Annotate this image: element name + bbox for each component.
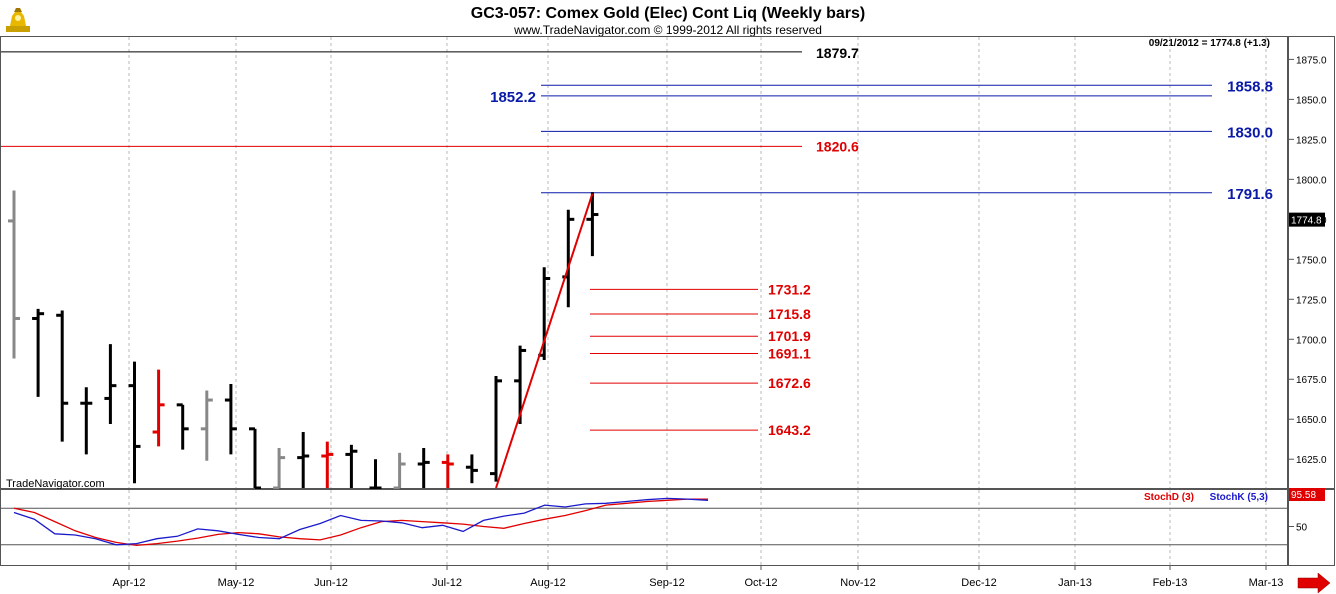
scroll-right-arrow-icon[interactable] (1297, 572, 1331, 594)
x-axis: Apr-12 May-12 Jun-12 Jul-12 Aug-12 Sep-12 Oct-… (112, 565, 1283, 589)
ohlc-bar (586, 192, 599, 257)
x-tick-label: Sep-12 (649, 577, 684, 589)
watermark: TradeNavigator.com (6, 478, 105, 490)
x-tick-label: Dec-12 (961, 577, 996, 589)
ohlc-bar (200, 390, 213, 461)
projection-label: 1852.2 (490, 89, 536, 106)
y-tick-label: 1800.0 (1296, 175, 1327, 186)
stoch-series-line (13, 497, 709, 546)
ohlc-bar (224, 384, 237, 455)
ohlc-bars (8, 190, 599, 490)
y-tick-label: 1675.0 (1296, 375, 1327, 386)
chart-title: GC3-057: Comex Gold (Elec) Cont Liq (Wee… (471, 5, 865, 22)
retracement-label: 1701.9 (768, 328, 811, 344)
resistance-label: 1879.7 (816, 45, 859, 61)
ohlc-bar (297, 432, 310, 488)
ohlc-bar (249, 427, 261, 490)
price-panel: 1625.01650.01675.01700.01725.01750.01775… (0, 36, 1335, 490)
projection-label: 1791.6 (1227, 186, 1273, 203)
stoch-last-box (1289, 488, 1325, 501)
copyright-text: www.TradeNavigator.com © 1999-2012 All r… (513, 23, 822, 37)
x-tick-label: Feb-13 (1153, 577, 1188, 589)
ohlc-bar (8, 190, 20, 359)
x-tick-label: Jan-13 (1058, 577, 1092, 589)
y-tick-label: 1750.0 (1296, 255, 1327, 266)
ohlc-bar (369, 459, 382, 490)
stoch-panel-frame (0, 489, 1288, 566)
y-tick-label: 1725.0 (1296, 295, 1327, 306)
trendline (495, 193, 594, 489)
last-price-box (1289, 212, 1325, 227)
ohlc-bar (562, 209, 575, 308)
y-tick-label: 1700.0 (1296, 335, 1327, 346)
projection-label: 1830.0 (1227, 124, 1273, 141)
ohlc-bar (417, 448, 430, 488)
retracement-label: 1672.6 (768, 375, 811, 391)
retracement-label: 1715.8 (768, 306, 811, 322)
projection-label: 1858.8 (1227, 78, 1273, 95)
x-tick-label: May-12 (218, 577, 255, 589)
y-tick-label: 1625.0 (1296, 455, 1327, 466)
ohlc-bar (56, 310, 69, 442)
ohlc-bar (393, 452, 406, 490)
stoch-grid-vertical (128, 490, 1267, 565)
x-tick-label: Apr-12 (112, 577, 145, 589)
ohlc-bar (345, 444, 358, 488)
trendline-segment (495, 193, 594, 489)
ohlc-bar (321, 441, 334, 488)
legend-stochd: StochD (3) (1144, 492, 1194, 503)
ohlc-bar (441, 454, 454, 488)
y-tick-label: 1850.0 (1296, 95, 1327, 106)
legend-stochk: StochK (5,3) (1210, 492, 1268, 503)
stoch-y-tick-label: 50 (1296, 523, 1308, 534)
price-grid-vertical (128, 37, 1267, 488)
stoch-series-line (13, 498, 708, 547)
x-tick-label: Jul-12 (432, 577, 462, 589)
ohlc-bar (104, 344, 117, 425)
ohlc-bar (152, 369, 165, 447)
ohlc-bar (273, 448, 286, 490)
price-axis-ticks: 1625.01650.01675.01700.01725.01750.01775… (1288, 55, 1327, 466)
stoch-panel: StochD (3) StochK (5,3) 50 95.58 (0, 488, 1335, 566)
stoch-last-label: 95.58 (1291, 490, 1316, 501)
retracement-label: 1691.1 (768, 345, 811, 361)
ohlc-bar (176, 403, 189, 450)
ohlc-bar (32, 308, 45, 397)
x-tick-label: Jun-12 (314, 577, 348, 589)
last-price-marker: 1774.8 (1289, 212, 1325, 227)
y-tick-label: 1650.0 (1296, 415, 1327, 426)
ohlc-bar (128, 361, 141, 484)
ohlc-bar (490, 376, 502, 482)
y-tick-label: 1875.0 (1296, 55, 1327, 66)
stoch-guide-lines (1, 507, 1287, 546)
stoch-last-marker: 95.58 (1289, 488, 1325, 501)
ohlc-bar (514, 345, 527, 425)
retracement-label: 1820.6 (816, 138, 859, 154)
x-tick-label: Nov-12 (840, 577, 875, 589)
last-quote-text: 09/21/2012 = 1774.8 (+1.3) (1149, 38, 1270, 49)
last-price-label: 1774.8 (1291, 216, 1322, 227)
x-tick-label: Aug-12 (530, 577, 565, 589)
ohlc-bar (465, 454, 478, 484)
y-tick-label: 1825.0 (1296, 135, 1327, 146)
stoch-axis-ticks: 50 (1288, 523, 1308, 534)
stoch-series (13, 497, 709, 547)
price-panel-frame (0, 36, 1288, 489)
x-tick-label: Oct-12 (744, 577, 777, 589)
retracement-label: 1643.2 (768, 422, 811, 438)
tradenavigator-logo (6, 8, 30, 32)
x-tick-label: Mar-13 (1249, 577, 1284, 589)
ohlc-bar (80, 387, 93, 455)
retracement-label: 1731.2 (768, 281, 811, 297)
